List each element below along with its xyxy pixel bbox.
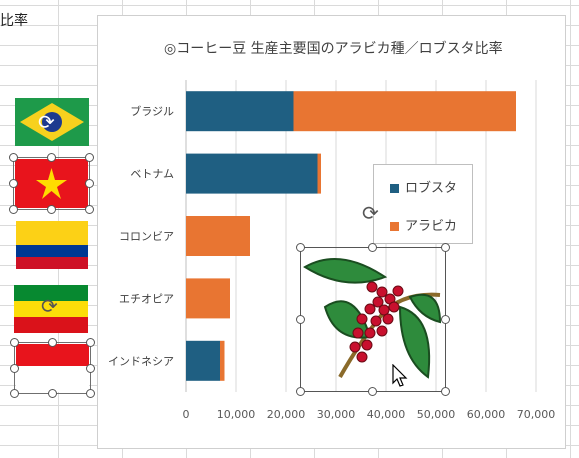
bar-arabica [317,153,321,194]
selection-handle[interactable] [368,387,377,396]
selection-handle[interactable] [368,243,377,252]
chart-title[interactable]: ◎コーヒー豆 生産主要国のアラビカ種／ロブスタ比率 [164,41,503,57]
selection-handle[interactable] [85,205,94,214]
legend-label-arabica: アラビカ [405,219,458,234]
selection-handle[interactable] [296,243,305,252]
x-tick-label: 50,000 [417,408,456,421]
legend-swatch-robusta [390,184,399,193]
selection-handle[interactable] [47,153,56,162]
bar-arabica [293,91,516,132]
selection-handle[interactable] [441,315,450,324]
bar-arabica [186,278,230,319]
selection-handle[interactable] [85,179,94,188]
selection-handle[interactable] [9,179,18,188]
category-label: コロンビア [119,230,174,243]
bar-arabica [186,216,250,256]
ethiopia-flag[interactable] [14,285,88,333]
selection-handle[interactable] [85,153,94,162]
selection-handle[interactable] [441,387,450,396]
selection-handle[interactable] [10,364,19,373]
bar-robusta [186,340,220,381]
colombia-flag[interactable] [16,221,88,269]
bar-arabica [220,340,225,381]
selection-handle[interactable] [9,153,18,162]
x-tick-label: 20,000 [267,408,306,421]
x-tick-label: 30,000 [317,408,356,421]
legend-item-arabica: アラビカ [390,215,457,234]
x-tick-label: 70,000 [517,408,556,421]
selection-handle[interactable] [296,315,305,324]
chart-legend[interactable]: ロブスタ アラビカ [373,164,473,244]
legend-swatch-arabica [390,222,399,231]
rotate-handle-icon[interactable]: ⟳ [41,294,58,318]
category-label: ブラジル [130,104,174,118]
category-label: ベトナム [130,168,174,181]
category-label: インドネシア [108,355,174,368]
x-tick-label: 10,000 [217,408,256,421]
legend-item-robusta: ロブスタ [390,177,457,196]
mouse-cursor-icon [392,364,408,387]
selection-handle[interactable] [48,338,57,347]
category-label: エチオピア [119,292,174,305]
selection-handle[interactable] [86,389,95,398]
selection-handle[interactable] [86,338,95,347]
bar-robusta [186,153,318,194]
selection-handle[interactable] [441,243,450,252]
chart-area[interactable] [97,15,566,449]
x-tick-label: 40,000 [367,408,406,421]
x-tick-label: 0 [183,408,190,421]
selection-handle[interactable] [10,338,19,347]
selection-handle[interactable] [86,364,95,373]
rotate-handle-icon[interactable]: ⟳ [362,201,379,225]
indonesia-flag[interactable] [16,344,89,392]
bar-robusta [186,91,294,132]
brazil-flag[interactable] [15,98,89,146]
selection-handle[interactable] [9,205,18,214]
vietnam-flag[interactable] [15,159,88,208]
cell-text[interactable]: 比率 [0,13,28,29]
selection-handle[interactable] [47,205,56,214]
coffee-branch-picture[interactable] [300,247,446,392]
rotate-handle-icon[interactable]: ⟳ [38,110,55,134]
selection-handle[interactable] [296,387,305,396]
x-tick-label: 60,000 [467,408,506,421]
selection-handle[interactable] [48,389,57,398]
legend-label-robusta: ロブスタ [405,181,458,196]
selection-handle[interactable] [10,389,19,398]
